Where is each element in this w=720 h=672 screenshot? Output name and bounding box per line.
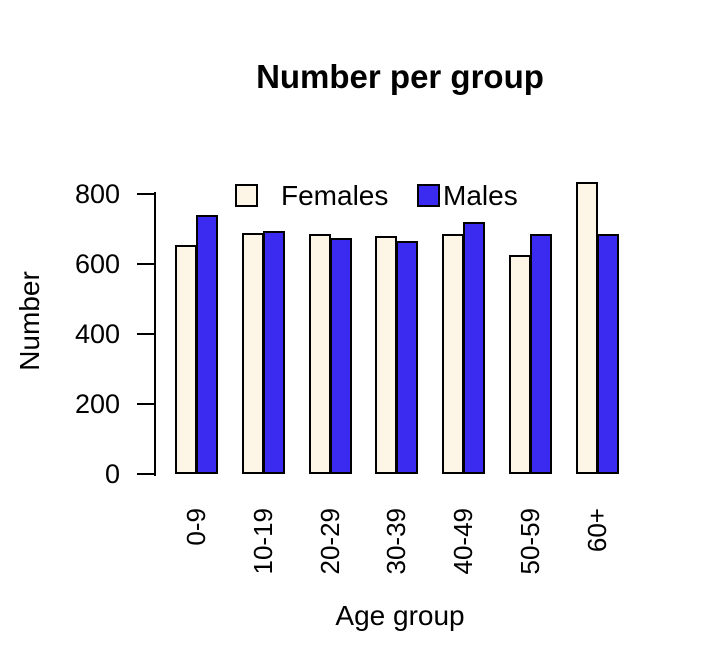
bar-females-30-39 <box>375 236 397 474</box>
x-tick-label-0-9: 0-9 <box>181 508 211 546</box>
x-axis-label: Age group <box>335 600 465 631</box>
legend-swatch-males <box>417 184 440 207</box>
x-tick-label-20-29: 20-29 <box>315 508 345 575</box>
x-tick-label-40-49: 40-49 <box>448 508 478 575</box>
bar-males-10-19 <box>263 231 285 474</box>
y-tick-mark <box>137 263 155 265</box>
bar-females-0-9 <box>175 245 197 474</box>
bar-males-30-39 <box>396 241 418 474</box>
bar-males-40-49 <box>463 222 485 474</box>
y-tick-mark <box>137 333 155 335</box>
bar-females-50-59 <box>509 255 531 474</box>
x-tick-label-10-19: 10-19 <box>248 508 278 575</box>
y-tick-label: 400 <box>74 319 120 349</box>
legend-label-males: Males <box>443 180 518 211</box>
bar-females-40-49 <box>442 234 464 474</box>
y-tick-mark <box>137 403 155 405</box>
legend-label-females: Females <box>281 180 389 211</box>
bar-males-0-9 <box>196 215 218 474</box>
bar-females-20-29 <box>309 234 331 474</box>
legend-swatch-females <box>235 184 258 207</box>
bar-females-60+ <box>576 182 598 474</box>
y-tick-label: 800 <box>74 179 120 209</box>
y-tick-mark <box>137 193 155 195</box>
chart-title: Number per group <box>256 58 544 95</box>
y-axis-line <box>154 192 156 476</box>
y-tick-label: 200 <box>74 389 120 419</box>
x-tick-label-50-59: 50-59 <box>515 508 545 575</box>
y-tick-label: 0 <box>104 459 120 489</box>
x-tick-label-30-39: 30-39 <box>381 508 411 575</box>
bar-males-50-59 <box>530 234 552 474</box>
bar-males-20-29 <box>330 238 352 474</box>
y-tick-mark <box>137 473 155 475</box>
bar-males-60+ <box>597 234 619 474</box>
bar-females-10-19 <box>242 233 264 474</box>
x-tick-label-60+: 60+ <box>582 508 612 553</box>
y-tick-label: 600 <box>74 249 120 279</box>
